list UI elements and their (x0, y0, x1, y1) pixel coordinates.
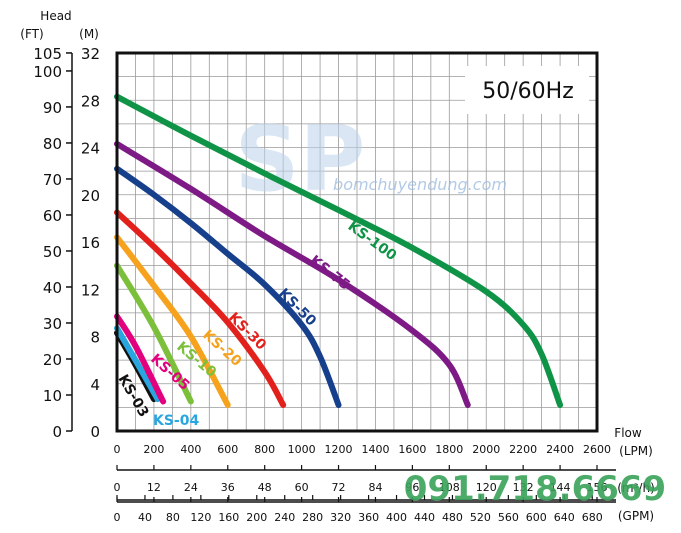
y-tick-m: 8 (90, 329, 100, 347)
x-lpm-tick: 600 (217, 443, 238, 456)
y-tick-ft: 10 (43, 387, 62, 405)
y-tick-m: 12 (81, 281, 100, 299)
x-lpm-tick: 1600 (398, 443, 426, 456)
y-tick-ft: 60 (43, 207, 62, 225)
x-lpm-tick: 400 (180, 443, 201, 456)
x-gpm-tick: 520 (470, 511, 491, 524)
curve-ks-100 (114, 93, 564, 409)
x-gpm-tick: 280 (302, 511, 323, 524)
x-lpm-tick: 2400 (546, 443, 574, 456)
y-tick-ft: 20 (43, 351, 62, 369)
plot-area: SP bomchuyendung.com 50/60Hz (114, 51, 599, 433)
x-gpm-tick: 600 (526, 511, 547, 524)
y-tick-m: 20 (81, 187, 100, 205)
x-lpm-tick: 2000 (472, 443, 500, 456)
x-lpm-tick: 2600 (583, 443, 611, 456)
x-gpm-tick: 80 (166, 511, 180, 524)
curve-ks-10 (114, 262, 194, 405)
x-lpm-tick: 0 (114, 443, 121, 456)
x-gpm-tick: 560 (498, 511, 519, 524)
y-tick-ft: 100 (33, 63, 62, 81)
x-m3h-tick: 96 (405, 481, 419, 494)
y-axis-header: Head (40, 9, 71, 23)
y-axis-m-unit: (M) (79, 27, 99, 41)
curves (114, 93, 564, 409)
y-tick-ft: 50 (43, 243, 62, 261)
plot-border (115, 51, 599, 433)
y-tick-m: 0 (90, 423, 100, 441)
y-tick-ft: 80 (43, 135, 62, 153)
x-m3h-tick: 120 (476, 481, 497, 494)
y-tick-ft: 30 (43, 315, 62, 333)
x-m3h-tick: 12 (147, 481, 161, 494)
x-m3h-tick: 60 (295, 481, 309, 494)
curve-ks-50 (114, 165, 342, 409)
watermark-logo: SP (235, 107, 366, 212)
watermark: SP bomchuyendung.com (235, 107, 507, 212)
y-tick-m: 16 (81, 234, 100, 252)
x-lpm-tick: 1400 (361, 443, 389, 456)
x-lpm-tick: 2200 (509, 443, 537, 456)
x-axis-header: Flow (614, 426, 642, 440)
x-axis-lpm-unit: (LPM) (619, 444, 653, 458)
x-gpm-tick: 440 (414, 511, 435, 524)
x-gpm-tick: 480 (442, 511, 463, 524)
x-m3h-tick: 24 (184, 481, 198, 494)
y-tick-ft: 105 (33, 45, 62, 63)
x-m3h-tick: 156 (587, 481, 608, 494)
y-tick-m: 24 (81, 140, 100, 158)
frequency-label: 50/60Hz (482, 79, 574, 104)
x-gpm-tick: 640 (554, 511, 575, 524)
curve-ks-20 (114, 234, 231, 409)
curve-ks-04 (114, 325, 161, 403)
y-tick-m: 28 (81, 92, 100, 110)
x-lpm-tick: 1000 (288, 443, 316, 456)
watermark-phone: 091.718.6669 (404, 469, 666, 509)
x-gpm-tick: 40 (138, 511, 152, 524)
y-tick-m: 4 (90, 376, 100, 394)
x-gpm-tick: 320 (330, 511, 351, 524)
x-m3h-tick: 48 (258, 481, 272, 494)
frequency-box (465, 66, 589, 114)
x-m3h-tick: 72 (332, 481, 346, 494)
label-ks-04: KS-04 (153, 413, 199, 429)
y-tick-ft: 40 (43, 279, 62, 297)
y-tick-ft: 90 (43, 99, 62, 117)
y-axis-ft-unit: (FT) (20, 27, 43, 41)
x-gpm-tick: 200 (246, 511, 267, 524)
x-gpm-tick: 160 (218, 511, 239, 524)
x-gpm-tick: 680 (582, 511, 603, 524)
curve-ks-05 (114, 313, 167, 405)
x-lpm-tick: 1800 (435, 443, 463, 456)
x-m3h-tick: 36 (221, 481, 235, 494)
x-m3h-tick: 0 (114, 481, 121, 494)
x-m3h-tick: 144 (550, 481, 571, 494)
x-m3h-tick: 132 (513, 481, 534, 494)
x-gpm-tick: 400 (386, 511, 407, 524)
x-gpm-tick: 360 (358, 511, 379, 524)
x-gpm-tick: 0 (114, 511, 121, 524)
watermark-site: bomchuyendung.com (333, 175, 507, 194)
x-lpm-tick: 1200 (325, 443, 353, 456)
y-tick-ft: 0 (52, 423, 62, 441)
curve-ks-30 (114, 209, 287, 409)
x-axis-m3h-unit: (m³/h) (617, 481, 655, 495)
y-tick-ft: 70 (43, 171, 62, 189)
x-m3h-tick: 84 (368, 481, 382, 494)
x-m3h-tick: 108 (439, 481, 460, 494)
y-tick-m: 32 (81, 45, 100, 63)
x-lpm-tick: 200 (143, 443, 164, 456)
curve-ks-75 (114, 140, 471, 409)
x-gpm-tick: 120 (190, 511, 211, 524)
x-gpm-tick: 240 (274, 511, 295, 524)
x-axis-ticks: 0 200 400 600 800 1000 1200 1400 1600 1800 2000 220… (114, 443, 616, 524)
x-lpm-tick: 800 (254, 443, 275, 456)
x-axis-gpm-unit: (GPM) (618, 509, 654, 523)
